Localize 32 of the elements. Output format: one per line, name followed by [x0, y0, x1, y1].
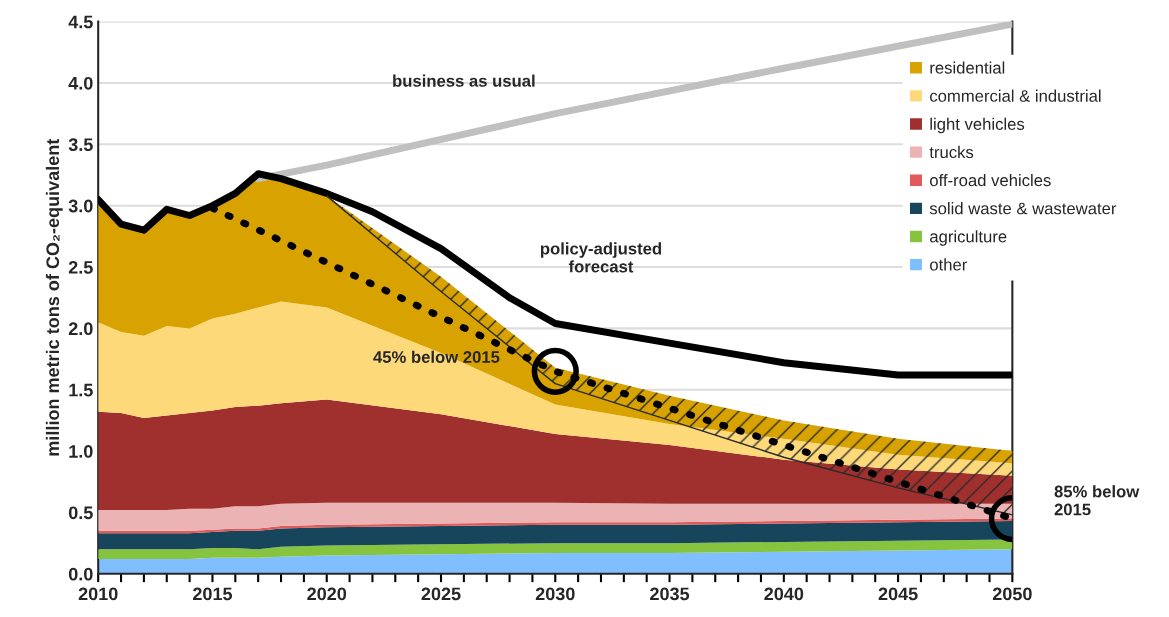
y-tick-label: 2.0 [68, 322, 93, 336]
x-tick-label: 2025 [421, 587, 461, 601]
x-tick-label: 2050 [992, 587, 1032, 601]
legend-label: commercial & industrial [930, 89, 1101, 102]
annotation: business as usual [393, 74, 535, 87]
x-tick-label: 2035 [650, 587, 690, 601]
y-axis-title: million metric tons of CO₂-equivalent [45, 138, 63, 456]
y-tick-label: 3.5 [68, 138, 93, 152]
y-tick-label: 3.0 [68, 199, 93, 213]
legend-label: residential [930, 61, 1005, 74]
legend-label: off-road vehicles [930, 173, 1051, 187]
y-tick-label: 0.5 [68, 506, 93, 520]
legend-label: solid waste & wastewater [929, 202, 1117, 215]
legend-label: other [930, 258, 968, 271]
x-tick-label: 2040 [764, 587, 804, 601]
y-tick-label: 1.5 [69, 383, 93, 397]
x-tick-label: 2010 [78, 587, 118, 601]
annotation: 45% below 2015 [373, 350, 500, 363]
x-tick-label: 2030 [535, 587, 575, 601]
y-tick-label: 2.5 [68, 260, 93, 274]
annotation: 85% below 2015 [1054, 485, 1140, 516]
y-tick-label: 1.0 [69, 445, 93, 458]
legend-label: agriculture [930, 230, 1007, 246]
x-tick-label: 2020 [307, 587, 347, 601]
legend-label: trucks [929, 145, 974, 159]
x-tick-label: 2045 [878, 587, 918, 601]
y-tick-label: 4.5 [68, 15, 93, 29]
y-tick-label: 4.0 [68, 76, 93, 90]
x-tick-label: 2015 [193, 587, 233, 601]
legend-label: light vehicles [930, 117, 1025, 134]
y-tick-label: 0.0 [68, 567, 93, 581]
annotation: policy-adjusted forecast [540, 242, 662, 273]
